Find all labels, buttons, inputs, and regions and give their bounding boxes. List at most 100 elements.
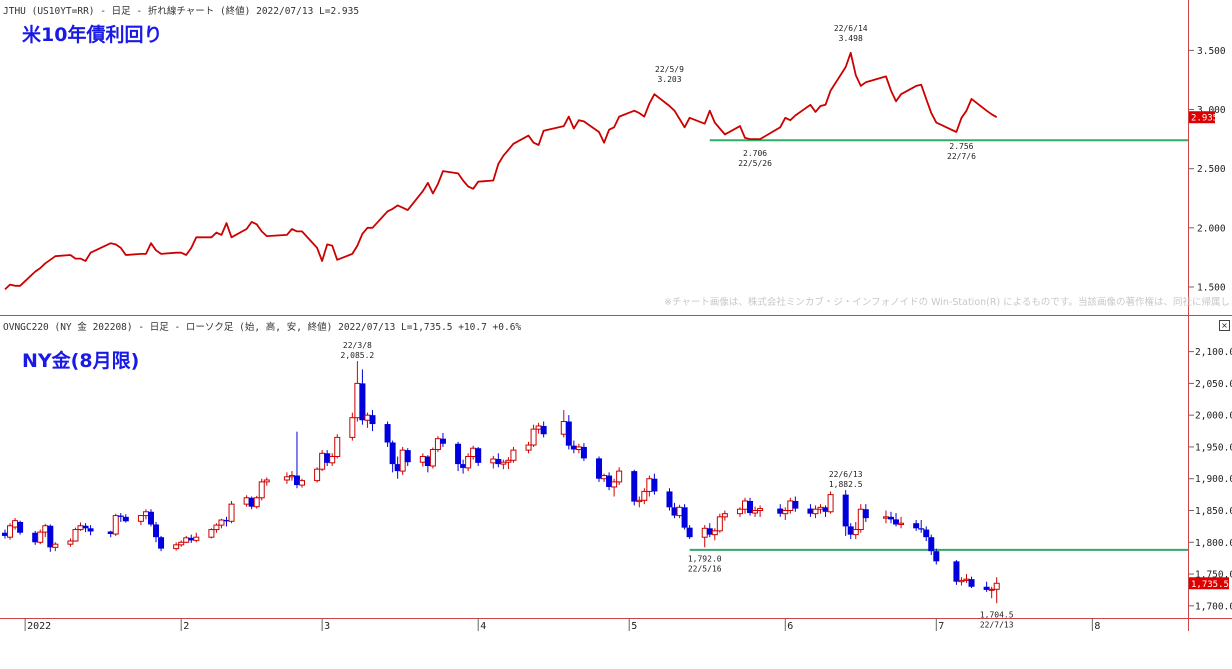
candle-body bbox=[329, 455, 336, 464]
annotation-date: 22/5/26 bbox=[738, 159, 772, 168]
candle-body bbox=[686, 527, 693, 538]
candle-body bbox=[334, 436, 341, 457]
candle-body bbox=[535, 425, 542, 430]
annotation-date: 22/6/14 bbox=[834, 24, 868, 33]
candle-body bbox=[253, 497, 260, 508]
candle-body bbox=[52, 543, 59, 548]
candle-body bbox=[495, 459, 502, 465]
candle-body bbox=[429, 448, 436, 467]
close-icon[interactable]: × bbox=[1219, 320, 1230, 331]
candle-body bbox=[77, 525, 84, 531]
x-tick-label: 6 bbox=[787, 621, 793, 632]
last-price-tag bbox=[1189, 577, 1229, 590]
candle-body bbox=[827, 494, 834, 513]
candle-body bbox=[475, 448, 482, 463]
candle-body bbox=[147, 511, 154, 525]
candle-body bbox=[122, 516, 129, 522]
chart-frame: 2022 2 3 4 5 6 7 8 bbox=[0, 0, 1232, 632]
candle-body bbox=[671, 507, 678, 516]
candle-body bbox=[958, 579, 965, 583]
candle-body bbox=[67, 540, 74, 545]
y-tick-label: 3.500 bbox=[1197, 46, 1226, 57]
x-tick-label: 4 bbox=[480, 621, 486, 632]
candle-body bbox=[394, 464, 401, 472]
candle-body bbox=[666, 491, 673, 508]
candle-body bbox=[651, 478, 658, 492]
y-tick-label: 3.000 bbox=[1197, 105, 1226, 116]
candle-body bbox=[601, 475, 608, 480]
candle-body bbox=[817, 506, 824, 510]
candle-body bbox=[716, 516, 723, 532]
candle-body bbox=[757, 508, 764, 511]
candle-body bbox=[384, 424, 391, 443]
y-tick-label: 1,800.0 bbox=[1195, 538, 1232, 549]
candle-body bbox=[137, 515, 144, 522]
candle-body bbox=[17, 521, 24, 533]
candle-body bbox=[258, 481, 265, 499]
candle-body bbox=[263, 479, 270, 483]
copyright-notice: ※チャート画像は、株式会社ミンカブ・ジ・インフォノイドの Win-Station… bbox=[664, 297, 1232, 308]
candle-body bbox=[913, 523, 920, 529]
candle-body bbox=[7, 525, 14, 538]
candle-body bbox=[565, 421, 572, 446]
candle-body bbox=[596, 458, 603, 479]
candle-body bbox=[173, 544, 180, 550]
y-tick-label: 1,900.0 bbox=[1195, 474, 1232, 485]
candle-body bbox=[37, 531, 44, 543]
candle-body bbox=[42, 525, 49, 533]
candle-body bbox=[968, 579, 975, 587]
candle-body bbox=[354, 382, 361, 419]
candle-body bbox=[560, 421, 567, 435]
candle-body bbox=[283, 476, 290, 481]
annotation-date: 22/5/16 bbox=[688, 564, 722, 573]
candle-body bbox=[349, 417, 356, 438]
candle-body bbox=[404, 450, 411, 463]
candle-body bbox=[636, 499, 643, 503]
candle-body bbox=[47, 525, 54, 548]
candle-body bbox=[434, 438, 441, 450]
candle-body bbox=[178, 541, 185, 546]
yield-series-line bbox=[4, 51, 998, 291]
annotation-value: 3.203 bbox=[657, 75, 681, 84]
x-tick-label: 2 bbox=[183, 621, 189, 632]
candle-body bbox=[988, 588, 995, 591]
candle-body bbox=[676, 506, 683, 517]
candle-body bbox=[711, 530, 718, 536]
candle-body bbox=[862, 509, 869, 519]
candle-body bbox=[314, 468, 321, 482]
candle-body bbox=[736, 508, 743, 515]
candle-body bbox=[530, 428, 537, 446]
y-tick-label: 1,950.0 bbox=[1195, 442, 1232, 453]
candle-body bbox=[721, 513, 728, 518]
candle-body bbox=[611, 481, 618, 488]
candle-body bbox=[2, 532, 8, 536]
y-tick-label: 1,700.0 bbox=[1195, 601, 1232, 612]
y-tick-label: 2,100.0 bbox=[1195, 347, 1232, 358]
candle-body bbox=[852, 529, 859, 536]
candle-body bbox=[928, 537, 935, 552]
candle-body bbox=[742, 500, 749, 510]
candle-body bbox=[293, 475, 300, 486]
x-tick-label: 7 bbox=[938, 621, 944, 632]
y-tick-label: 1,850.0 bbox=[1195, 506, 1232, 517]
candle-body bbox=[183, 537, 190, 543]
candle-body bbox=[72, 529, 79, 542]
candle-body bbox=[158, 537, 165, 549]
candle-body bbox=[857, 508, 864, 531]
candle-body bbox=[918, 528, 925, 530]
candle-body bbox=[87, 528, 94, 532]
annotation-date: 22/5/9 bbox=[655, 65, 684, 74]
candle-body bbox=[455, 443, 462, 465]
candle-body bbox=[575, 446, 582, 450]
candle-body bbox=[218, 519, 225, 526]
candle-body bbox=[993, 582, 1000, 590]
last-price-tag bbox=[1189, 111, 1215, 124]
candle-body bbox=[288, 475, 295, 478]
candle-body bbox=[777, 508, 784, 514]
y-tick-label: 2.000 bbox=[1197, 223, 1226, 234]
annotation-value: 3.498 bbox=[839, 34, 863, 43]
candle-body bbox=[933, 551, 940, 562]
candle-body bbox=[525, 444, 532, 451]
